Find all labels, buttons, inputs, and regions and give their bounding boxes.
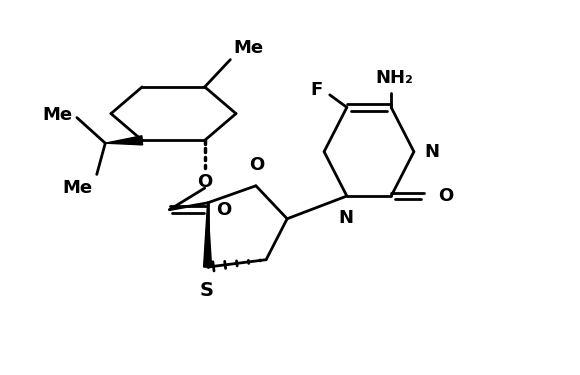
Text: F: F	[311, 81, 323, 99]
Text: N: N	[424, 143, 439, 161]
Text: O: O	[216, 201, 231, 219]
Text: N: N	[338, 209, 353, 226]
Text: Me: Me	[62, 179, 92, 197]
Text: NH₂: NH₂	[375, 69, 413, 87]
Text: Me: Me	[233, 39, 263, 57]
Polygon shape	[106, 136, 143, 145]
Text: Me: Me	[42, 106, 72, 124]
Text: O: O	[438, 187, 453, 205]
Text: O: O	[249, 156, 264, 174]
Text: O: O	[197, 173, 212, 191]
Polygon shape	[204, 203, 212, 267]
Text: S: S	[200, 281, 213, 300]
